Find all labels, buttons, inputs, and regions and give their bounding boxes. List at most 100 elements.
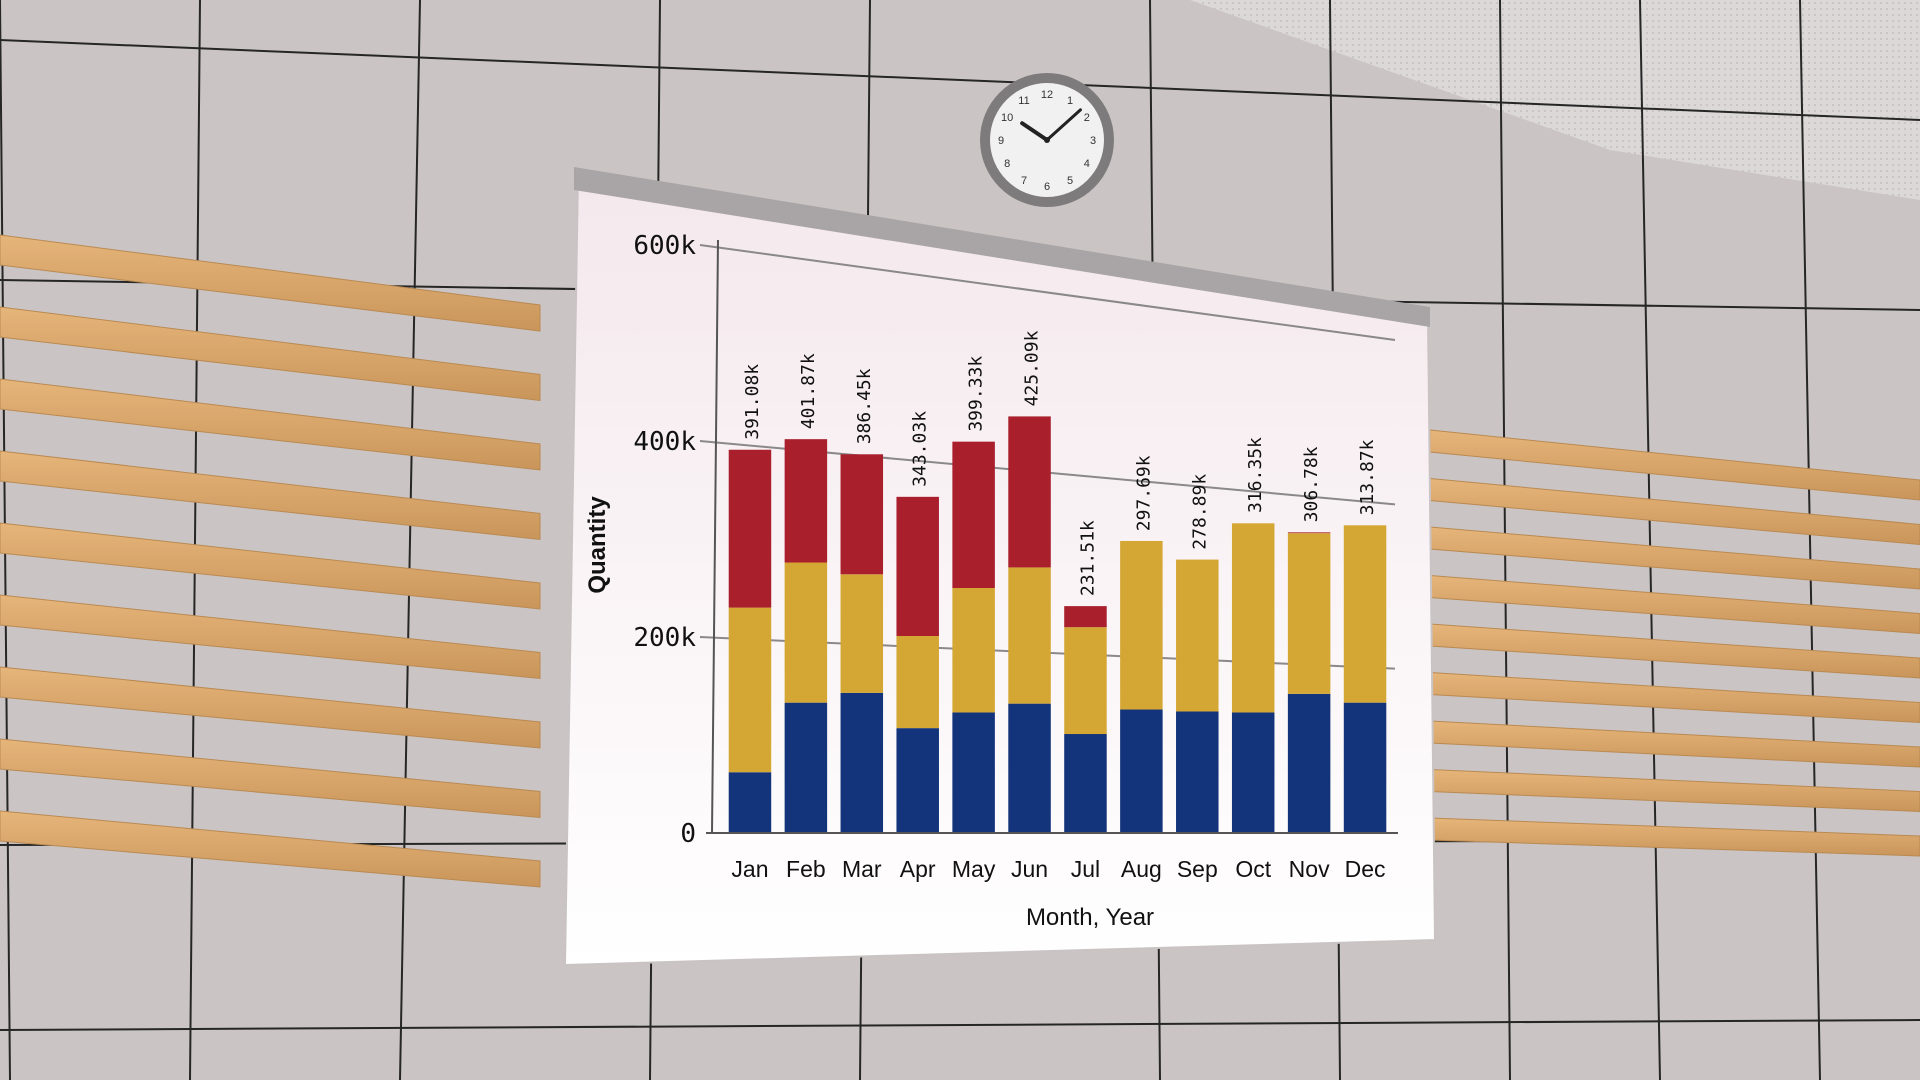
bar-segment: [952, 712, 995, 833]
wood-slat: [0, 522, 541, 610]
bar-segment: [1343, 525, 1387, 703]
x-tick-label: Oct: [1235, 856, 1271, 882]
x-tick-label: Jun: [1011, 856, 1048, 882]
clock-numeral: 11: [1018, 95, 1029, 107]
clock-hour-hand: [1020, 121, 1049, 142]
bar-segment: [952, 441, 995, 588]
y-tick-label: 0: [680, 819, 696, 849]
bar-segment: [896, 636, 939, 729]
wall-grid-line: [1799, 0, 1821, 1080]
clock-numeral: 6: [1044, 181, 1050, 193]
wood-slat: [0, 594, 541, 680]
screen-roller-bar: [574, 167, 1430, 327]
bar-segment: [1008, 567, 1051, 704]
bar-segment: [1120, 709, 1163, 833]
chart-y-axis-label: Quantity: [584, 496, 611, 594]
gridline: [699, 244, 1396, 341]
chart-x-tick-labels: Jan Feb Mar Apr May Jun Jul Aug Sep Oct Nov Dec: [731, 856, 1385, 882]
wood-slat: [0, 306, 541, 402]
bar-segment: [952, 588, 995, 713]
bar-segment: [1176, 559, 1219, 712]
bar-total-label: 391.08k: [742, 364, 763, 440]
wood-slat: [0, 738, 541, 819]
bar-segment: [728, 449, 772, 608]
wood-slats-left: [0, 234, 541, 888]
bar-segment: [1231, 523, 1275, 713]
ceiling-panel: [1190, 0, 1920, 200]
bar-segment: [896, 496, 939, 637]
x-tick-label: Mar: [842, 856, 882, 882]
y-tick-label: 200k: [633, 623, 696, 653]
clock-numeral: 2: [1084, 112, 1090, 124]
bar-segment: [1287, 693, 1331, 833]
wall-grid-line: [0, 1019, 1920, 1031]
bar-segment: [728, 772, 772, 833]
bar-total-label: 316.35k: [1245, 437, 1266, 513]
wood-slat: [0, 378, 541, 471]
wall-grid-line: [189, 0, 201, 1080]
x-tick-label: Nov: [1289, 856, 1330, 882]
bar-segment: [784, 562, 828, 703]
wall-grid-line: [1639, 0, 1661, 1080]
bar-segment: [728, 607, 772, 773]
bar-segment: [1064, 734, 1107, 833]
bar-segment: [840, 454, 884, 575]
wood-slat: [0, 450, 541, 541]
bar-total-label: 231.51k: [1077, 520, 1098, 596]
stacked-bar-chart: 391.08k 401.87k 386.45k 343.03k 399.33k 425.0…: [584, 231, 1398, 931]
bar-segment: [784, 702, 828, 833]
bar-segment: [1008, 703, 1051, 833]
x-tick-label: Jan: [731, 856, 768, 882]
wood-slat: [0, 234, 541, 332]
chart-x-axis-label: Month, Year: [1026, 904, 1154, 931]
chart-y-axis: [711, 239, 719, 834]
bar-total-label: 343.03k: [910, 411, 931, 487]
clock-numeral: 1: [1067, 95, 1073, 107]
clock-numeral: 12: [1041, 89, 1053, 101]
clock-numeral: 7: [1021, 175, 1027, 187]
x-tick-label: Dec: [1345, 856, 1386, 882]
bar-total-label: 297.69k: [1133, 455, 1154, 531]
bar-segment: [1287, 532, 1331, 534]
bar-segment: [1064, 627, 1107, 735]
bar-segment: [840, 692, 884, 833]
clock-numeral: 10: [1001, 112, 1013, 124]
bar-total-label: 306.78k: [1301, 446, 1322, 522]
x-tick-label: May: [952, 856, 996, 882]
bar-segment: [896, 728, 939, 833]
bar-total-label: 313.87k: [1357, 439, 1378, 515]
bar-total-label: 399.33k: [966, 356, 987, 432]
clock-numeral: 9: [998, 135, 1004, 147]
clock-numeral: 3: [1090, 135, 1096, 147]
bar-segment: [1231, 712, 1275, 833]
x-tick-label: Feb: [786, 856, 826, 882]
bar-segment: [1176, 711, 1219, 833]
clock-center: [1044, 137, 1050, 143]
bar-segment: [1343, 702, 1387, 833]
y-tick-label: 600k: [633, 231, 696, 261]
wood-slat: [0, 810, 541, 888]
bar-total-label: 386.45k: [854, 368, 875, 444]
wall-grid-line: [0, 39, 1920, 121]
wood-slats-right: [1429, 429, 1920, 857]
clock-numeral: 4: [1084, 158, 1090, 170]
bar-total-label: 401.87k: [798, 353, 819, 429]
clock-numeral: 8: [1004, 158, 1010, 170]
bar-segment: [840, 574, 884, 693]
x-tick-label: Aug: [1121, 856, 1162, 882]
x-tick-label: Apr: [900, 856, 936, 882]
chart-y-tick-labels: 0 200k 400k 600k: [633, 231, 696, 849]
bar-segment: [1008, 416, 1051, 568]
wall-grid-line: [399, 0, 421, 1080]
x-tick-label: Sep: [1177, 856, 1218, 882]
bar-segment: [1120, 540, 1163, 710]
chart-bars: [728, 416, 1387, 833]
bar-segment: [1287, 533, 1331, 694]
bar-segment: [784, 439, 828, 563]
bar-segment: [1064, 606, 1107, 628]
x-tick-label: Jul: [1071, 856, 1100, 882]
